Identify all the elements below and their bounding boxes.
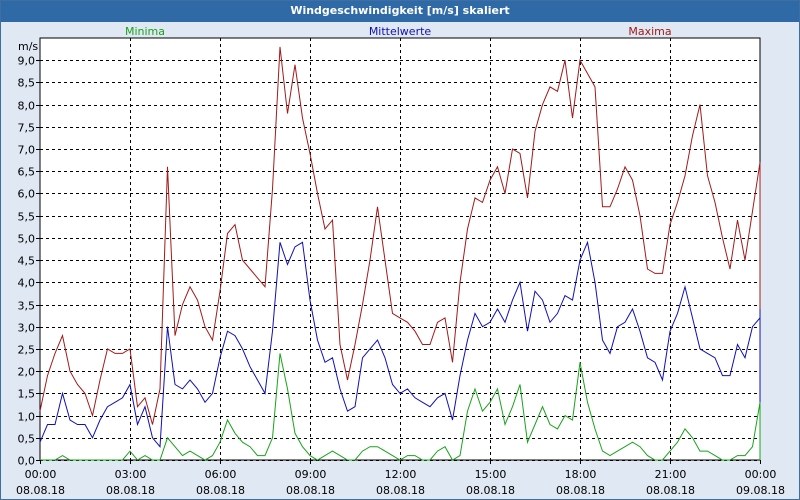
y-tick-label: 8,0 (18, 100, 36, 113)
x-tick-date: 08.08.18 (196, 484, 245, 497)
x-tick-date: 09.08.18 (736, 484, 785, 497)
y-tick-label: 0,0 (18, 455, 36, 468)
series-minima (40, 353, 761, 461)
x-tick-time: 00:00 (745, 468, 777, 481)
x-tick-date: 08.08.18 (106, 484, 155, 497)
y-tick-label: 7,0 (18, 144, 36, 157)
x-tick-time: 21:00 (655, 468, 687, 481)
y-axis: 0,0 0,5 1,0 1,5 2,0 2,5 3,0 3,5 4,0 4,5 5,0 5,5 6,0 6… (18, 55, 40, 468)
x-axis: 00:00 08.08.18 03:00 08.08.18 06:00 08.08.18 0… (16, 460, 785, 497)
x-tick-time: 00:00 (25, 468, 57, 481)
legend-mittelwerte: Mittelwerte (369, 25, 432, 38)
y-tick-label: 6,5 (18, 166, 36, 179)
x-tick-date: 08.08.18 (16, 484, 65, 497)
x-tick-time: 03:00 (115, 468, 147, 481)
x-tick-date: 08.08.18 (466, 484, 515, 497)
y-tick-label: 9,0 (18, 55, 36, 68)
legend-minima: Minima (125, 25, 165, 38)
y-tick-label: 0,5 (18, 433, 36, 446)
legend-maxima: Maxima (628, 25, 671, 38)
legend: Minima Mittelwerte Maxima (125, 25, 672, 38)
series-maxima (39, 46, 761, 429)
x-tick-date: 08.08.18 (646, 484, 695, 497)
y-tick-label: 5,5 (18, 211, 36, 224)
y-tick-label: 4,0 (18, 277, 36, 290)
y-axis-label: m/s (18, 40, 38, 53)
y-tick-label: 6,0 (18, 188, 36, 201)
x-tick-date: 08.08.18 (376, 484, 425, 497)
y-tick-label: 7,5 (18, 122, 36, 135)
x-tick-date: 08.08.18 (556, 484, 605, 497)
y-tick-label: 5,0 (18, 233, 36, 246)
series-layer (39, 46, 761, 461)
x-tick-time: 15:00 (475, 468, 507, 481)
chart-title: Windgeschwindigkeit [m/s] skaliert (1, 1, 799, 22)
x-tick-time: 09:00 (295, 468, 327, 481)
series-mittelwerte (39, 240, 761, 448)
x-tick-time: 18:00 (565, 468, 597, 481)
x-tick-date: 08.08.18 (286, 484, 335, 497)
x-tick-time: 12:00 (385, 468, 417, 481)
y-tick-label: 1,0 (18, 411, 36, 424)
x-tick-time: 06:00 (205, 468, 237, 481)
y-tick-label: 3,0 (18, 322, 36, 335)
y-tick-label: 2,0 (18, 366, 36, 379)
y-tick-label: 4,5 (18, 255, 36, 268)
y-tick-label: 1,5 (18, 388, 36, 401)
y-tick-label: 8,5 (18, 77, 36, 90)
y-tick-label: 3,5 (18, 300, 36, 313)
y-tick-label: 2,5 (18, 344, 36, 357)
